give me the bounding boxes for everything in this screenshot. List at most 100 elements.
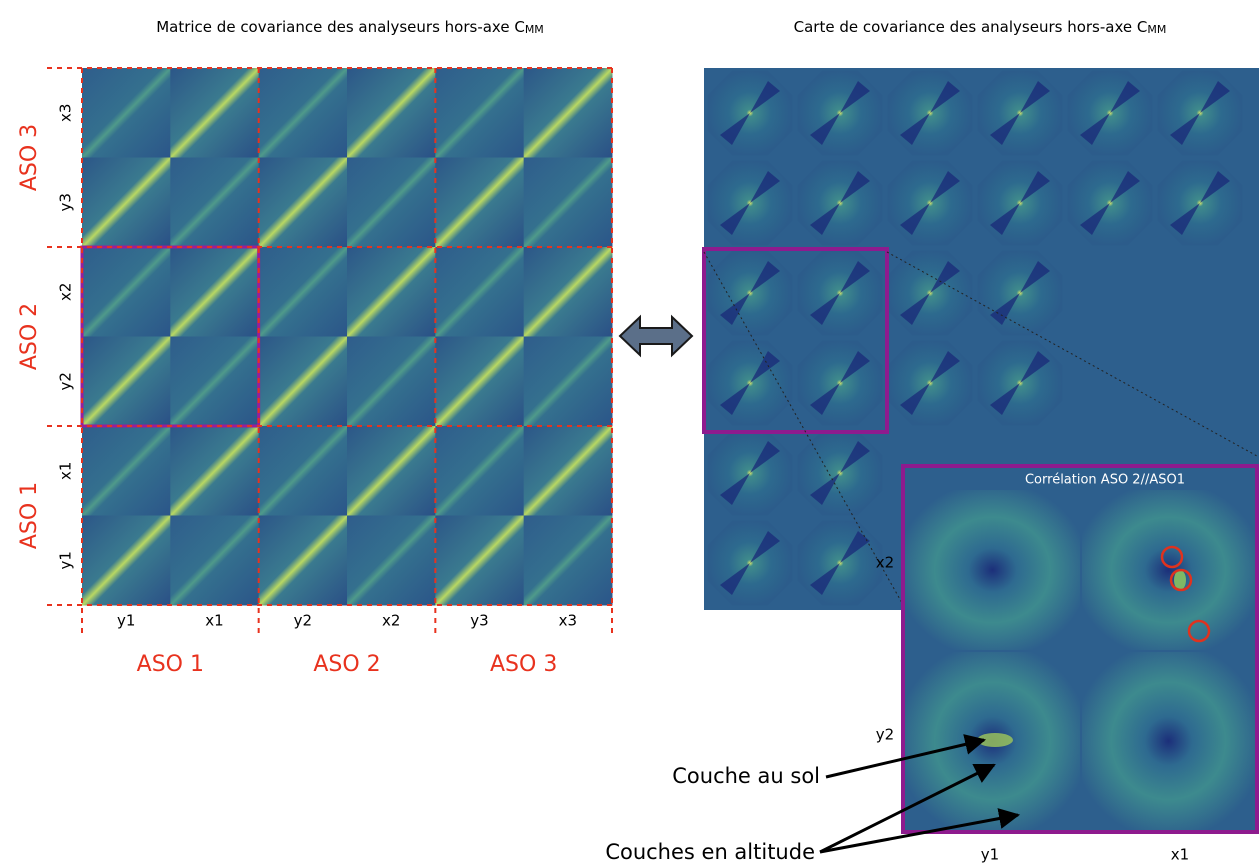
marker-circle (1169, 568, 1193, 592)
row-label: y3 (57, 193, 75, 211)
row-label: y2 (57, 372, 75, 390)
right-title: Carte de covariance des analyseurs hors-… (794, 18, 1167, 37)
map-lobe (720, 81, 780, 145)
map-lobe (990, 81, 1050, 145)
map-octagon (797, 430, 883, 516)
matrix-cell (82, 157, 171, 248)
map-octagon (977, 70, 1063, 156)
matrix-cell (170, 336, 260, 427)
matrix-cell (347, 157, 436, 248)
arrow (819, 808, 1021, 854)
matrix-cell (523, 426, 613, 516)
matrix-cell (435, 336, 525, 427)
column-label: y1 (117, 612, 135, 630)
map-octagon (977, 160, 1063, 246)
matrix-cell (347, 426, 436, 516)
matrix-cell (435, 426, 525, 516)
map-lobe (1170, 81, 1230, 145)
map-lobe (720, 441, 780, 505)
matrix-cell (82, 247, 171, 337)
column-label: y2 (294, 612, 312, 630)
matrix-cell (258, 157, 348, 248)
matrix-cell (258, 247, 348, 337)
map-octagon (797, 250, 883, 336)
matrix-cell (435, 68, 525, 158)
matrix-cell (523, 157, 613, 248)
inset-border (901, 464, 1259, 834)
matrix-cell (523, 68, 613, 158)
row-group-label: ASO 3 (17, 124, 42, 191)
matrix-cell (523, 515, 613, 606)
matrix-cell (258, 426, 348, 516)
peak (1174, 570, 1186, 590)
map-octagon (707, 520, 793, 606)
left-title-text: Matrice de covariance des analyseurs hor… (156, 18, 525, 36)
map-lobe (900, 171, 960, 235)
map-octagon (1157, 70, 1243, 156)
map-highlight (702, 247, 889, 434)
matrix-cell (170, 68, 260, 158)
map-octagon (797, 70, 883, 156)
row-label: x1 (57, 462, 75, 480)
map-lobe (810, 351, 870, 415)
matrix-cell (523, 336, 613, 427)
matrix-cell (258, 515, 348, 606)
map-octagon (1157, 160, 1243, 246)
map-lobe (720, 351, 780, 415)
covariance-matrix: x3 y3 x2 y2 x1 y1 ASO 3 ASO 2 ASO 1 y1 x1 y2 x2 y3 x3 A… (17, 67, 613, 677)
map-octagon (977, 340, 1063, 426)
matrix-cell (82, 426, 171, 516)
column-label: y3 (470, 612, 488, 630)
matrix-cell (435, 247, 525, 337)
map-lobe (1080, 81, 1140, 145)
inset-quadrant (905, 490, 1080, 650)
row-group-label: ASO 2 (17, 303, 42, 370)
map-octagon (887, 340, 973, 426)
map-octagon (887, 250, 973, 336)
matrix-cell (82, 336, 171, 427)
right-title-text: Carte de covariance des analyseurs hors-… (794, 18, 1148, 36)
map-octagon (707, 340, 793, 426)
matrix-cell (170, 247, 260, 337)
left-title-subscript: MM (525, 23, 544, 36)
annotation: Couches en altitude (605, 840, 815, 864)
inset-quadrant (1082, 652, 1255, 830)
column-label: x1 (205, 612, 223, 630)
matrix-cell (347, 68, 436, 158)
matrix-cell (347, 247, 436, 337)
matrix-cell (82, 515, 171, 606)
column-group-label: ASO 3 (490, 652, 557, 677)
map-lobe (720, 171, 780, 235)
inset-column-label: x1 (1171, 846, 1189, 864)
map-octagon (707, 430, 793, 516)
matrix-cell (435, 157, 525, 248)
annotation: Couche au sol (672, 764, 820, 788)
right-title-subscript: MM (1147, 23, 1166, 36)
map-lobe (1080, 171, 1140, 235)
column-group-label: ASO 1 (137, 652, 204, 677)
map-octagon (887, 160, 973, 246)
inset-row-label: x2 (876, 554, 894, 572)
double-arrow (618, 314, 694, 358)
map-lobe (1170, 171, 1230, 235)
row-label: x2 (57, 283, 75, 301)
map-octagon (1067, 70, 1153, 156)
map-lobe (720, 261, 780, 325)
column-group-label: ASO 2 (313, 652, 380, 677)
inset: Corrélation ASO 2//ASO1 x2 y2 y1 x1 (876, 464, 1259, 864)
matrix-cell (347, 515, 436, 606)
map-octagon (797, 160, 883, 246)
matrix-cell (258, 68, 348, 158)
arrow (819, 763, 996, 854)
matrix-cell (523, 247, 613, 337)
map-lobe (810, 441, 870, 505)
matrix-cell (170, 515, 260, 606)
map-octagon (977, 250, 1063, 336)
map-octagon (797, 340, 883, 426)
map-lobe (810, 531, 870, 595)
map-octagon (887, 70, 973, 156)
inset-quadrant (1082, 490, 1255, 650)
matrix-cell (82, 68, 171, 158)
matrix-cell (258, 336, 348, 427)
